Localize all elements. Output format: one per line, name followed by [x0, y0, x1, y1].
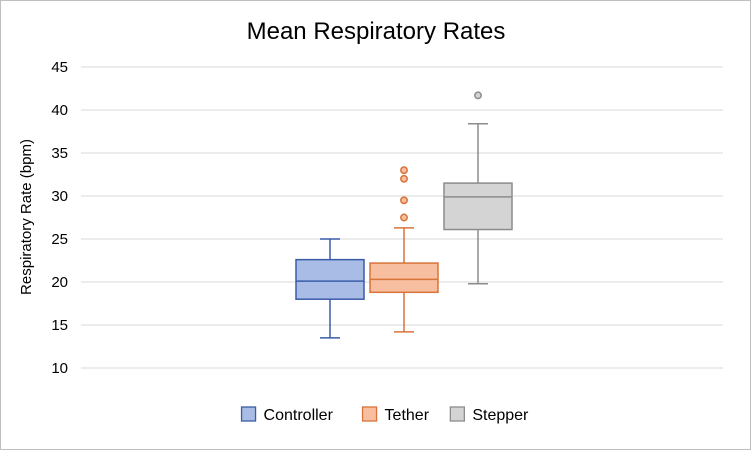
y-tick-label-10: 10 [51, 360, 68, 377]
outlier-tether-3 [400, 166, 408, 175]
y-tick-label-35: 35 [51, 145, 68, 162]
y-tick-label-40: 40 [51, 102, 68, 119]
legend-label-tether: Tether [385, 407, 430, 424]
y-axis-title: Respiratory Rate (bpm) [18, 139, 35, 295]
legend-swatch-tether [361, 406, 378, 422]
y-tick-label-45: 45 [51, 59, 68, 76]
box-series [295, 91, 513, 339]
y-tick-label-25: 25 [51, 231, 68, 248]
legend-swatch-controller [240, 406, 257, 422]
legend-label-controller: Controller [264, 407, 334, 424]
y-axis-ticks: 10 15 20 25 30 35 40 45 [51, 59, 68, 377]
iqr-box-tether [369, 262, 439, 294]
legend-swatch-stepper [449, 406, 466, 422]
legend: Controller Tether Stepper [240, 406, 529, 424]
outlier-stepper-0 [474, 91, 482, 100]
box-controller [295, 238, 365, 339]
box-tether [369, 166, 439, 333]
iqr-box-controller [295, 258, 365, 300]
box-stepper [443, 91, 513, 285]
outlier-tether-1 [400, 196, 408, 205]
y-tick-label-30: 30 [51, 188, 68, 205]
chart-title: Mean Respiratory Rates [247, 18, 506, 45]
outlier-tether-2 [400, 174, 408, 183]
y-tick-label-20: 20 [51, 274, 68, 291]
y-tick-label-15: 15 [51, 317, 68, 334]
outlier-tether-0 [400, 213, 408, 222]
legend-label-stepper: Stepper [472, 407, 529, 424]
iqr-box-stepper [443, 182, 513, 231]
